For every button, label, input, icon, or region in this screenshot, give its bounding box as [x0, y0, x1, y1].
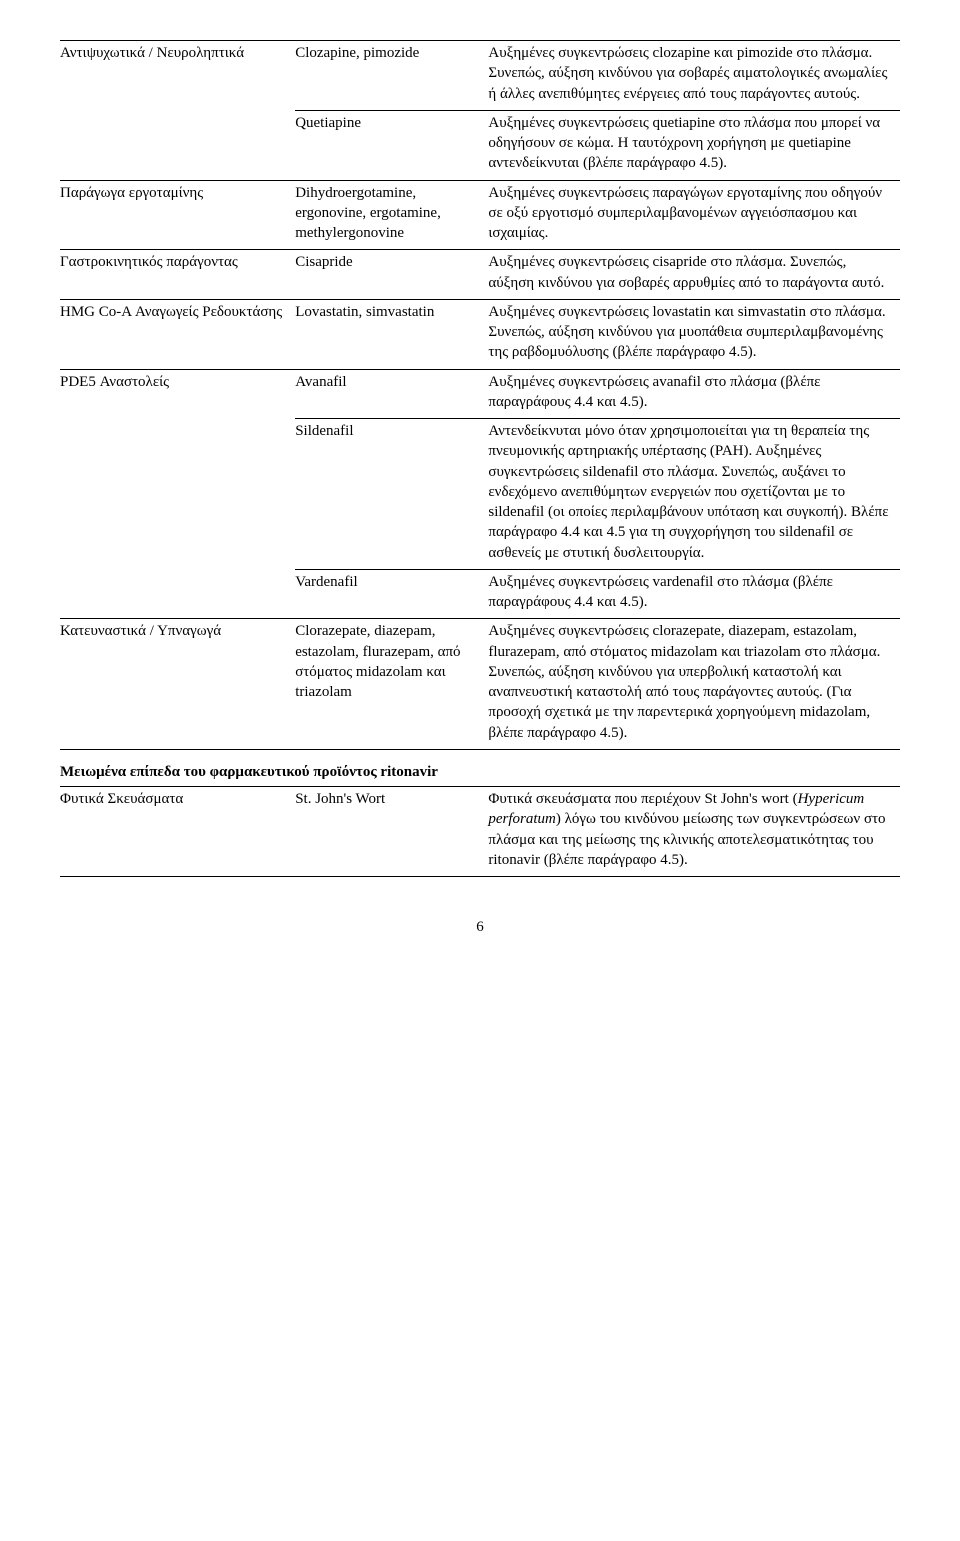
table-row: VardenafilΑυξημένες συγκεντρώσεις varden… [60, 569, 900, 619]
drug-name-cell: Dihydroergotamine, ergonovine, ergotamin… [295, 180, 488, 250]
drug-class-cell: Κατευναστικά / Υπναγωγά [60, 619, 295, 750]
drug-interaction-table-2: Φυτικά Σκευάσματα St. John's Wort Φυτικά… [60, 786, 900, 877]
drug-effect-cell: Αυξημένες συγκεντρώσεις quetiapine στο π… [488, 110, 900, 180]
table-row: QuetiapineΑυξημένες συγκεντρώσεις quetia… [60, 110, 900, 180]
table-row: Παράγωγα εργοταμίνηςDihydroergotamine, e… [60, 180, 900, 250]
page-number: 6 [60, 917, 900, 937]
table-row: Αντιψυχωτικά / ΝευροληπτικάClozapine, pi… [60, 41, 900, 111]
drug-class-cell [60, 110, 295, 180]
drug-name-cell: St. John's Wort [295, 787, 488, 877]
drug-class-cell: PDE5 Αναστολείς [60, 369, 295, 419]
drug-name-cell: Quetiapine [295, 110, 488, 180]
drug-class-cell: Παράγωγα εργοταμίνης [60, 180, 295, 250]
table-row: Φυτικά Σκευάσματα St. John's Wort Φυτικά… [60, 787, 900, 877]
section-header: Μειωμένα επίπεδα του φαρμακευτικού προϊό… [60, 750, 900, 786]
drug-name-cell: Vardenafil [295, 569, 488, 619]
table-row: SildenafilΑντενδείκνυται μόνο όταν χρησι… [60, 419, 900, 570]
drug-class-cell [60, 569, 295, 619]
drug-class-cell: Φυτικά Σκευάσματα [60, 787, 295, 877]
table-row: Γαστροκινητικός παράγονταςCisaprideΑυξημ… [60, 250, 900, 300]
drug-class-cell: Γαστροκινητικός παράγοντας [60, 250, 295, 300]
drug-effect-cell: Αυξημένες συγκεντρώσεις avanafil στο πλά… [488, 369, 900, 419]
drug-interaction-table: Αντιψυχωτικά / ΝευροληπτικάClozapine, pi… [60, 40, 900, 750]
drug-effect-cell: Αντενδείκνυται μόνο όταν χρησιμοποιείται… [488, 419, 900, 570]
drug-name-cell: Avanafil [295, 369, 488, 419]
effect-text-prefix: Φυτικά σκευάσματα που περιέχουν St John'… [488, 791, 797, 807]
table-row: PDE5 ΑναστολείςAvanafilΑυξημένες συγκεντ… [60, 369, 900, 419]
drug-class-cell: Αντιψυχωτικά / Νευροληπτικά [60, 41, 295, 111]
drug-name-cell: Lovastatin, simvastatin [295, 299, 488, 369]
drug-name-cell: Clozapine, pimozide [295, 41, 488, 111]
drug-effect-cell: Αυξημένες συγκεντρώσεις clorazepate, dia… [488, 619, 900, 750]
drug-effect-cell: Αυξημένες συγκεντρώσεις cisapride στο πλ… [488, 250, 900, 300]
drug-name-cell: Clorazepate, diazepam, estazolam, fluraz… [295, 619, 488, 750]
drug-effect-cell: Αυξημένες συγκεντρώσεις παραγώγων εργοτα… [488, 180, 900, 250]
drug-effect-cell: Αυξημένες συγκεντρώσεις lovastatin και s… [488, 299, 900, 369]
table-row: Κατευναστικά / ΥπναγωγάClorazepate, diaz… [60, 619, 900, 750]
drug-effect-cell: Φυτικά σκευάσματα που περιέχουν St John'… [488, 787, 900, 877]
drug-effect-cell: Αυξημένες συγκεντρώσεις vardenafil στο π… [488, 569, 900, 619]
drug-class-cell: HMG Co-A Αναγωγείς Ρεδουκτάσης [60, 299, 295, 369]
table-row: HMG Co-A Αναγωγείς ΡεδουκτάσηςLovastatin… [60, 299, 900, 369]
drug-effect-cell: Αυξημένες συγκεντρώσεις clozapine και pi… [488, 41, 900, 111]
drug-class-cell [60, 419, 295, 570]
drug-name-cell: Cisapride [295, 250, 488, 300]
drug-name-cell: Sildenafil [295, 419, 488, 570]
